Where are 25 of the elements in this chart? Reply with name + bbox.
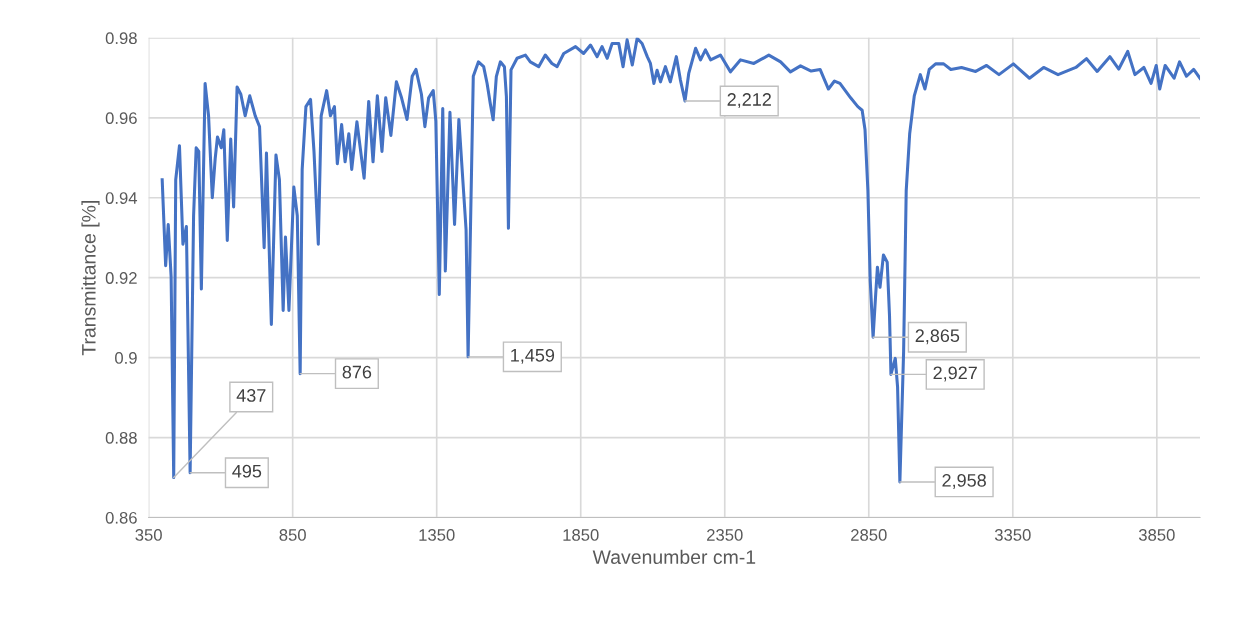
x-tick-label: 850 (279, 529, 306, 541)
x-tick-label: 3850 (1138, 529, 1175, 541)
x-tick-label: 1850 (563, 529, 599, 541)
annotation: 876 (342, 365, 372, 379)
x-tick-label: 350 (135, 529, 162, 541)
y-tick-label: 0.88 (105, 431, 137, 444)
annotation: 437 (236, 389, 266, 402)
y-axis-title: Transmittance [%] (81, 201, 100, 356)
annotation: 2,212 (727, 93, 771, 109)
y-tick-label: 0.86 (105, 511, 137, 524)
y-tick-label: 0.94 (105, 192, 138, 204)
y-tick-label: 0.96 (105, 112, 137, 125)
annotation: 2,927 (933, 366, 977, 382)
x-tick-label: 2850 (851, 529, 887, 541)
x-axis-title: Wavenumber cm-1 (592, 549, 756, 564)
annotation: 2,865 (915, 329, 960, 345)
x-tick-label: 3350 (994, 529, 1031, 541)
y-tick-label: 0.98 (105, 32, 137, 45)
annotation: 1,459 (511, 348, 555, 364)
annotation: 495 (232, 464, 262, 478)
y-tick-label: 0.9 (115, 352, 137, 364)
annotation: 2,958 (942, 474, 986, 489)
x-tick-label: 2350 (707, 529, 743, 541)
x-tick-label: 1350 (419, 529, 455, 541)
y-tick-label: 0.92 (105, 272, 137, 284)
